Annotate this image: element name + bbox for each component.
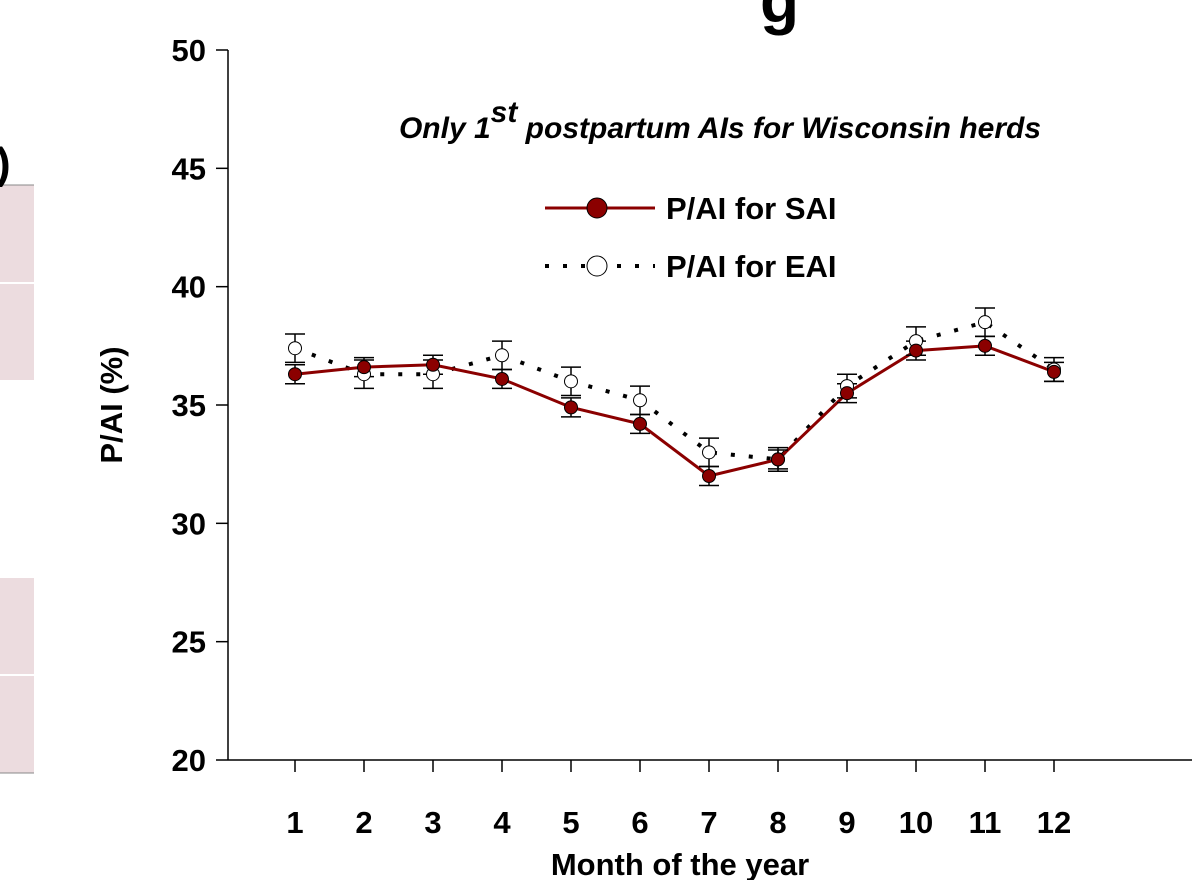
y-tick-label: 45 xyxy=(172,151,206,186)
y-tick-label: 20 xyxy=(172,743,206,778)
x-tick-label: 7 xyxy=(700,805,717,840)
legend-label: P/AI for SAI xyxy=(666,191,837,226)
legend-marker xyxy=(586,197,608,219)
data-point xyxy=(288,341,302,356)
y-tick-label: 40 xyxy=(172,270,206,305)
x-tick-label: 9 xyxy=(838,805,855,840)
data-point xyxy=(702,469,716,483)
left-panel-fragment: ) xyxy=(0,139,11,188)
series-line xyxy=(294,344,1055,478)
data-point xyxy=(909,343,923,358)
data-point xyxy=(1047,364,1061,379)
data-point xyxy=(978,315,992,330)
subtitle-part: Only 1 xyxy=(399,112,491,145)
data-point xyxy=(288,367,302,382)
title-fragment: g xyxy=(760,0,799,36)
subtitle: Only 1st postpartum AIs for Wisconsin he… xyxy=(399,96,1041,145)
x-tick-label: 11 xyxy=(969,805,1002,840)
data-point xyxy=(495,371,509,386)
x-tick-label: 1 xyxy=(286,805,303,840)
x-tick-label: 2 xyxy=(355,805,372,840)
data-point xyxy=(702,445,716,460)
y-axis-label: P/AI (%) xyxy=(94,346,129,463)
data-point xyxy=(564,374,578,389)
series-line xyxy=(294,319,1056,462)
data-point xyxy=(633,393,647,408)
legend-marker xyxy=(586,255,608,277)
x-tick-label: 12 xyxy=(1037,805,1071,840)
data-point xyxy=(357,360,371,375)
data-point xyxy=(564,400,578,415)
data-point xyxy=(840,386,854,401)
x-tick-label: 3 xyxy=(424,805,441,840)
y-tick-label: 50 xyxy=(172,33,206,68)
data-point xyxy=(978,338,992,353)
x-tick-label: 8 xyxy=(769,805,786,840)
x-tick-label: 4 xyxy=(493,805,511,840)
y-tick-label: 25 xyxy=(172,625,206,660)
data-point xyxy=(495,348,509,363)
y-tick-label: 35 xyxy=(172,388,206,423)
subtitle-sup: st xyxy=(491,96,520,129)
data-point xyxy=(771,452,785,467)
data-point xyxy=(426,357,440,372)
x-tick-label: 5 xyxy=(562,805,579,840)
subtitle-part: postpartum AIs for Wisconsin herds xyxy=(517,112,1041,145)
x-tick-label: 6 xyxy=(631,805,648,840)
x-axis-label: Month of the year xyxy=(551,847,809,880)
legend-label: P/AI for EAI xyxy=(666,249,837,284)
x-tick-label: 10 xyxy=(899,805,933,840)
y-tick-label: 30 xyxy=(172,506,206,541)
data-point xyxy=(633,416,647,431)
